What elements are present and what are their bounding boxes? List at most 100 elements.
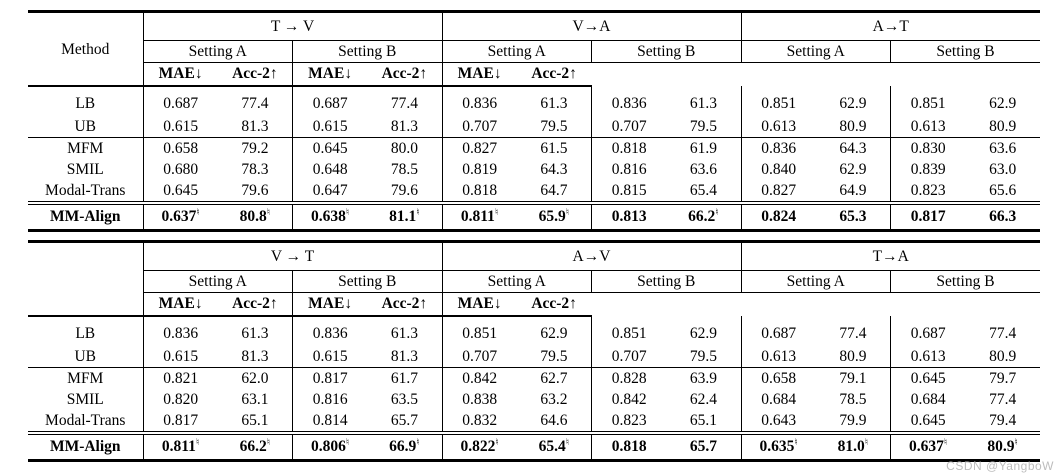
method-cell: Modal-Trans	[45, 182, 126, 199]
value-cell: 0.836	[441, 86, 517, 116]
value-cell: 0.840	[740, 159, 816, 180]
value-cell: 0.817	[890, 201, 966, 232]
value-cell: 62.7	[516, 367, 592, 389]
setting-header: Setting A	[142, 40, 293, 63]
value-cell: 63.6	[689, 161, 717, 178]
method-cell: UB	[74, 118, 97, 135]
value-cell: 63.5	[390, 391, 418, 408]
value-cell: 0.816	[292, 389, 368, 410]
value-cell: 0.816	[591, 159, 667, 180]
value-cell: 0.838	[441, 389, 517, 410]
method-column-header: Method	[28, 10, 143, 87]
value-cell: 62.9	[540, 325, 568, 342]
value-cell: 66.3	[965, 201, 1040, 232]
value-cell: 62.0	[217, 367, 293, 389]
setting-header: Setting B	[292, 40, 442, 63]
natural-sign-marker: ♮	[1014, 436, 1018, 448]
table-row: Modal-Trans 0.645 79.6 0.647 79.6 0.818 64.7 0.…	[28, 180, 1040, 203]
value-cell: 0.818	[441, 180, 517, 203]
section-header: A→T	[740, 10, 1040, 41]
value-cell: 61.3	[390, 325, 418, 342]
value-cell: 0.680	[142, 159, 218, 180]
value-cell: 61.7	[367, 367, 442, 389]
value-cell: 81.1♮	[367, 201, 442, 232]
value-cell: 77.4	[241, 95, 269, 112]
natural-sign-marker: ♮	[495, 436, 499, 448]
natural-sign-marker: ♮	[943, 436, 948, 448]
value-cell: 0.813	[591, 201, 667, 232]
value-cell: 62.4	[689, 391, 717, 408]
value-cell: 0.613	[890, 116, 966, 138]
metric-header: MAE↓	[142, 292, 218, 317]
value-cell: 0.687	[740, 316, 816, 346]
method-cell: Modal-Trans	[45, 412, 126, 429]
setting-header: Setting A	[142, 270, 293, 293]
method-cell: LB	[75, 95, 96, 112]
table-row: LB 0.687 77.4 0.687 77.4 0.836 61.3 0.836 61.3 0.…	[28, 86, 1040, 116]
value-cell: 0.658	[142, 137, 218, 159]
value-cell: 61.3	[689, 94, 717, 112]
value-cell: 79.5	[689, 118, 717, 135]
value-cell: 79.5	[689, 348, 717, 365]
metric-header: Acc-2↑	[516, 62, 592, 87]
value-cell: 0.806♮	[292, 431, 368, 462]
natural-sign-marker: ♮	[196, 206, 200, 218]
value-cell: 0.684	[740, 389, 816, 410]
value-cell: 80.9	[839, 118, 867, 135]
value-cell: 81.3	[390, 118, 418, 135]
value-cell: 61.3	[241, 325, 269, 342]
value-cell: 0.645	[292, 137, 368, 159]
value-cell: 0.613	[890, 346, 966, 368]
metric-header: MAE↓	[441, 292, 517, 317]
setting-header: Setting B	[890, 270, 1040, 293]
value-cell: 0.823	[890, 180, 966, 203]
method-cell: UB	[74, 348, 97, 365]
method-cell: LB	[75, 325, 96, 342]
value-cell: 0.851	[441, 316, 517, 346]
value-cell: 78.5	[390, 161, 418, 178]
value-cell: 78.5	[839, 391, 867, 408]
section-header: T → V	[142, 10, 442, 41]
value-cell: 80.8♮	[217, 201, 293, 232]
value-cell: 81.3	[241, 348, 269, 365]
metric-header: MAE↓	[292, 62, 368, 87]
value-cell: 65.7	[390, 412, 418, 429]
value-cell: 0.839	[890, 159, 966, 180]
natural-sign-marker: ♮	[195, 436, 200, 448]
value-cell: 0.815	[591, 180, 667, 203]
natural-sign-marker: ♮	[565, 436, 570, 448]
value-cell: 81.3	[390, 348, 418, 365]
value-cell: 0.822♮	[441, 431, 517, 462]
method-cell: SMIL	[66, 161, 104, 178]
value-cell: 80.9	[839, 348, 867, 365]
csdn-watermark: CSDN @YangboW	[946, 459, 1054, 473]
value-cell: 77.4	[989, 324, 1017, 342]
natural-sign-marker: ♮	[494, 206, 499, 218]
value-cell: 0.818	[591, 137, 667, 159]
setting-header: Setting B	[591, 270, 741, 293]
value-cell: 0.684	[890, 389, 966, 410]
value-cell: 0.637♮	[890, 431, 966, 462]
value-cell: 0.842	[591, 389, 667, 410]
value-cell: 61.9	[666, 137, 741, 159]
natural-sign-marker: ♮	[266, 436, 271, 448]
value-cell: 0.827	[740, 180, 816, 203]
value-cell: 62.9	[689, 324, 717, 342]
natural-sign-marker: ♮	[864, 436, 869, 448]
value-cell: 80.9♮	[965, 431, 1040, 462]
setting-header: Setting B	[591, 40, 741, 63]
section-header: T→A	[740, 240, 1040, 271]
value-cell: 0.842	[441, 367, 517, 389]
value-cell: 0.821	[142, 367, 218, 389]
value-cell: 62.9	[839, 161, 867, 178]
value-cell: 64.3	[540, 161, 568, 178]
value-cell: 65.7	[666, 431, 741, 462]
value-cell: 79.6	[241, 182, 269, 199]
value-cell: 80.0	[367, 137, 442, 159]
value-cell: 0.687	[142, 86, 218, 116]
natural-sign-marker: ♮	[416, 206, 420, 218]
value-cell: 79.4	[989, 412, 1017, 429]
value-cell: 63.9	[666, 367, 741, 389]
value-cell: 0.658	[740, 367, 816, 389]
method-cell: MM-Align	[28, 431, 143, 462]
